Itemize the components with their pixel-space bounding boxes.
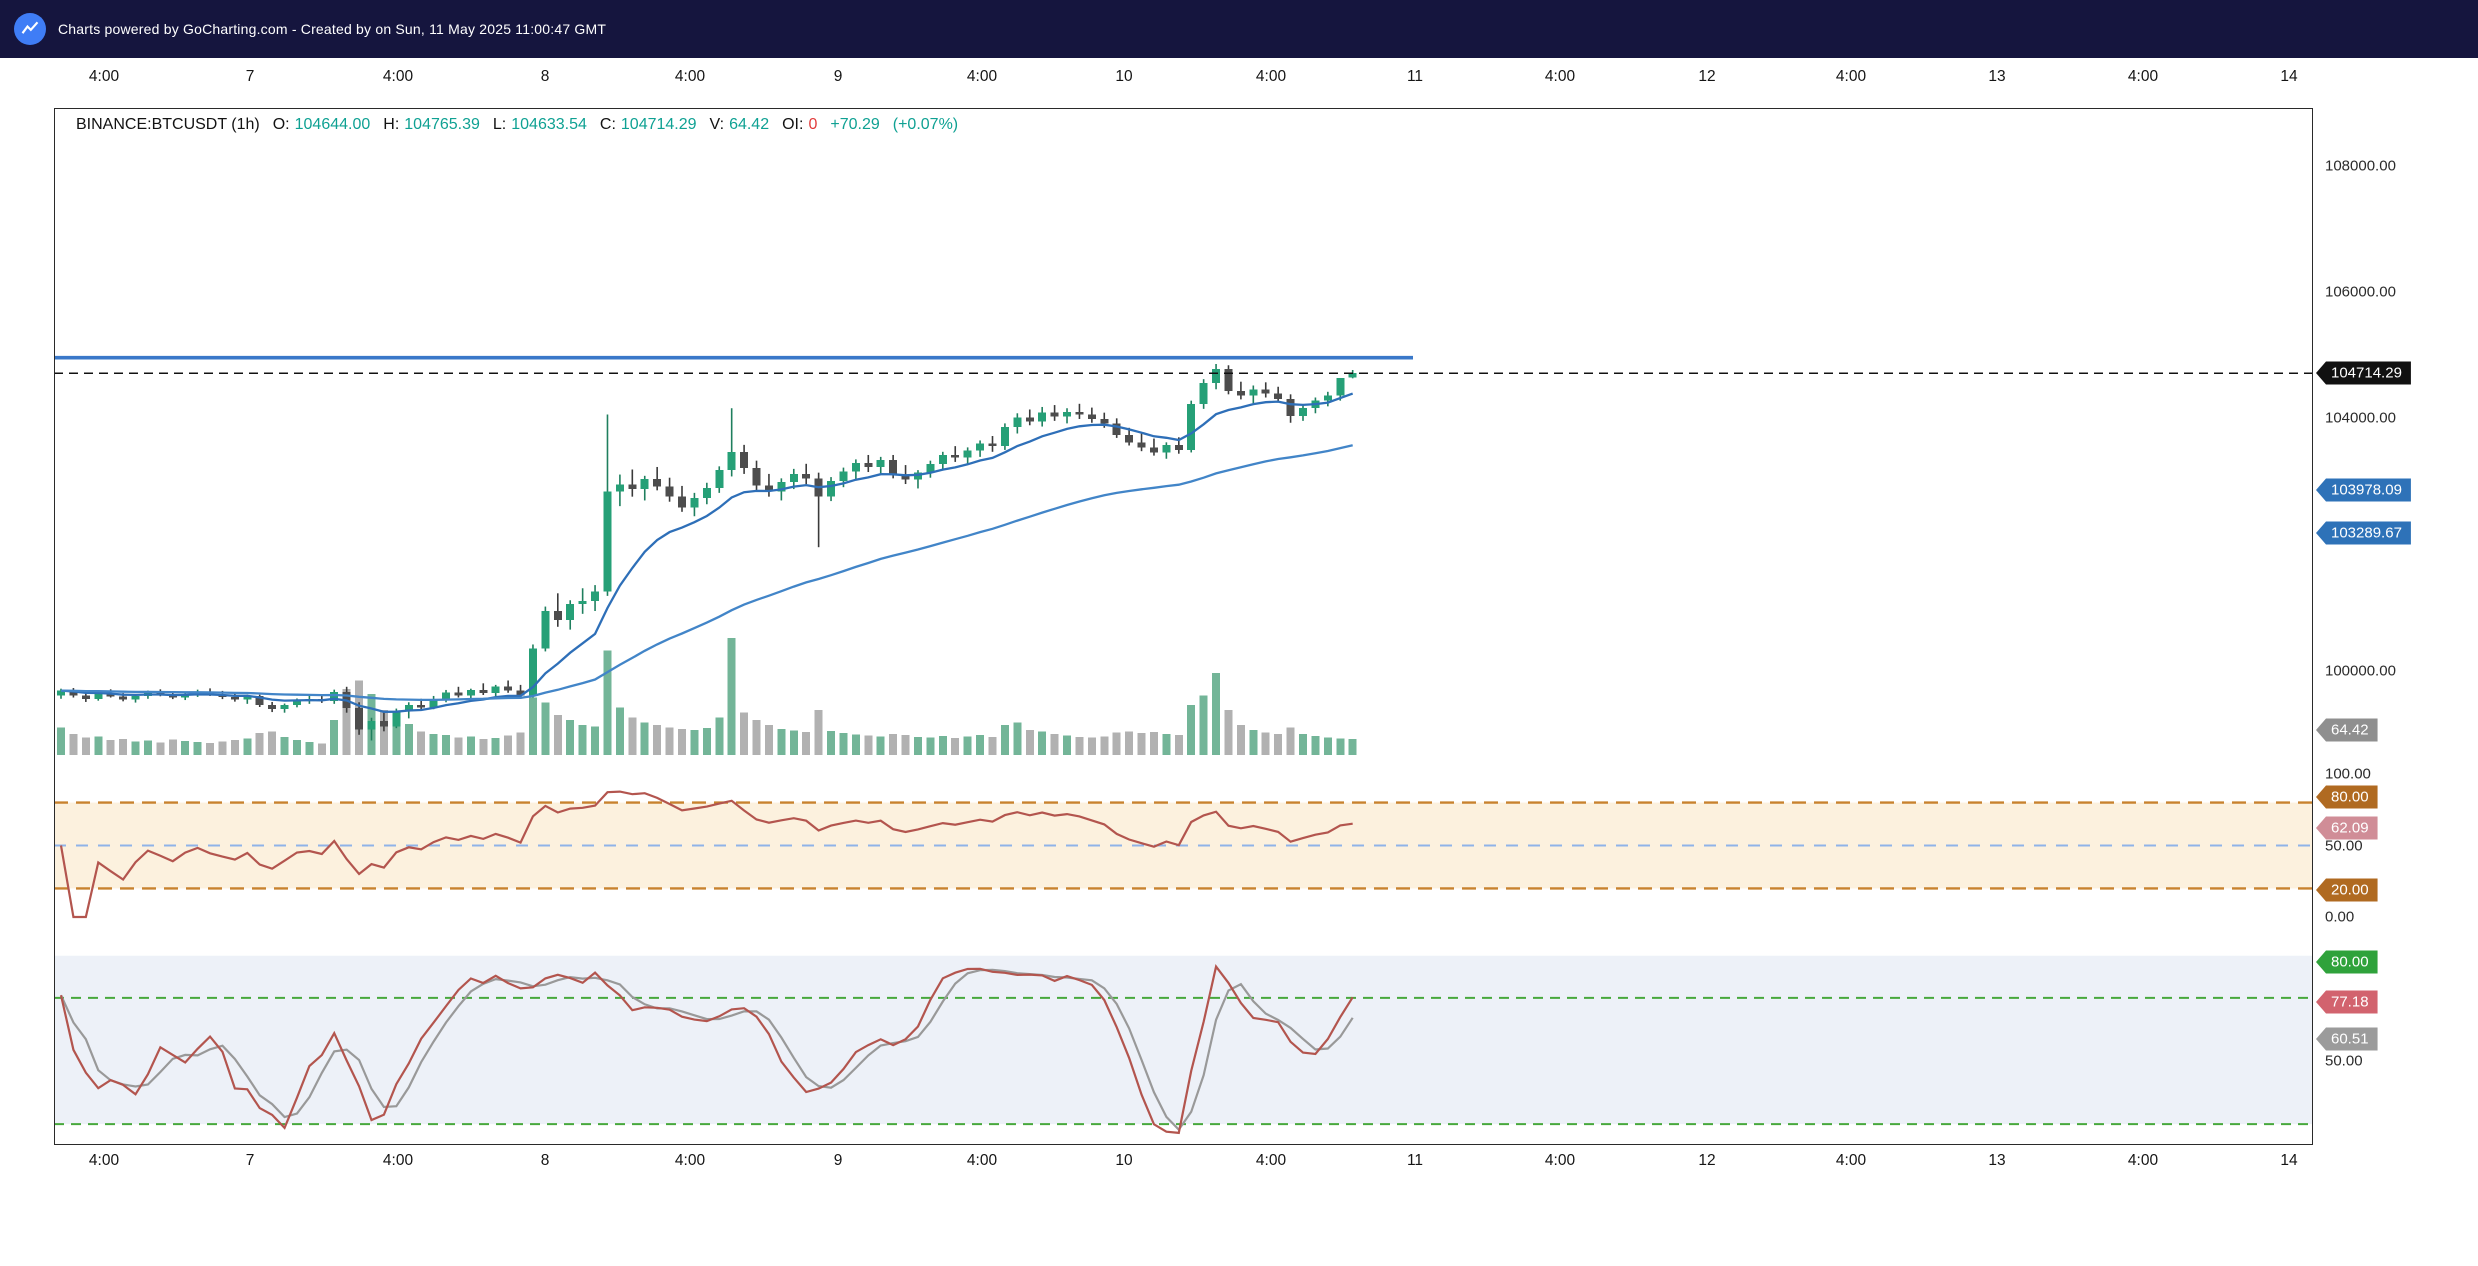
time-tick-label: 11: [1406, 68, 1424, 85]
time-tick-label: 4:00: [1255, 68, 1287, 85]
top-bar: Charts powered by GoCharting.com - Creat…: [0, 0, 2478, 58]
price-tag: 103289.67: [2316, 521, 2411, 545]
price-tag: 80.00: [2316, 950, 2378, 974]
time-tick-label: 4:00: [382, 1152, 414, 1169]
time-tick-label: 12: [1698, 1152, 1716, 1169]
watermark-text: Charts powered by GoCharting.com - Creat…: [58, 21, 607, 37]
symbol-label[interactable]: BINANCE:BTCUSDT (1h): [76, 116, 260, 133]
price-axis-label: 50.00: [2325, 1052, 2363, 1070]
time-tick-label: 13: [1988, 1152, 2006, 1169]
price-tag: 62.09: [2316, 816, 2378, 840]
time-tick-label: 8: [540, 1152, 550, 1169]
high-value: 104765.39: [404, 116, 480, 133]
price-axis[interactable]: 108000.00 106000.00 104714.29 104000.00 1039…: [2316, 0, 2478, 1266]
time-tick-label: 4:00: [382, 68, 414, 85]
change-pct-value: (+0.07%): [892, 116, 959, 133]
time-tick-label: 14: [2280, 1152, 2298, 1169]
time-tick-label: 13: [1988, 68, 2006, 85]
price-axis-label: 50.00: [2325, 837, 2363, 855]
time-axis-top[interactable]: 4:00 7 4:00 8 4:00 9 4:00 10 4:00 11 4:00 12 4:00 13 4…: [0, 68, 2313, 98]
time-axis-bottom[interactable]: 4:00 7 4:00 8 4:00 9 4:00 10 4:00 11 4:00 12 4:00 13 4…: [0, 1152, 2313, 1182]
time-tick-label: 4:00: [674, 68, 706, 85]
time-tick-label: 7: [245, 1152, 255, 1169]
time-tick-label: 9: [833, 68, 843, 85]
time-tick-label: 4:00: [2127, 68, 2159, 85]
price-tag: 60.51: [2316, 1027, 2378, 1051]
time-tick-label: 4:00: [88, 68, 120, 85]
low-label: L:: [492, 116, 507, 133]
oi-label: OI:: [782, 116, 804, 133]
price-axis-label: 108000.00: [2325, 157, 2396, 175]
time-tick-label: 4:00: [1835, 68, 1867, 85]
time-tick-label: 10: [1115, 68, 1133, 85]
price-tag: 80.00: [2316, 785, 2378, 809]
price-tag: 104714.29: [2316, 361, 2411, 385]
price-axis-label: 100000.00: [2325, 662, 2396, 680]
open-label: O:: [272, 116, 290, 133]
price-axis-label: 104000.00: [2325, 409, 2396, 427]
ohlc-legend: BINANCE:BTCUSDT (1h) O: 104644.00 H: 10476…: [76, 116, 958, 134]
time-tick-label: 14: [2280, 68, 2298, 85]
time-tick-label: 4:00: [88, 1152, 120, 1169]
volume-label: V:: [709, 116, 725, 133]
time-tick-label: 10: [1115, 1152, 1133, 1169]
time-tick-label: 8: [540, 68, 550, 85]
open-value: 104644.00: [294, 116, 371, 133]
time-tick-label: 11: [1406, 1152, 1424, 1169]
change-value: +70.29: [830, 116, 880, 133]
time-tick-label: 9: [833, 1152, 843, 1169]
close-label: C:: [599, 116, 616, 133]
volume-value: 64.42: [729, 116, 770, 133]
time-tick-label: 7: [245, 68, 255, 85]
price-tag: 103978.09: [2316, 478, 2411, 502]
time-tick-label: 4:00: [2127, 1152, 2159, 1169]
high-label: H:: [383, 116, 400, 133]
price-axis-label: 106000.00: [2325, 283, 2396, 301]
time-tick-label: 4:00: [966, 68, 998, 85]
time-tick-label: 4:00: [674, 1152, 706, 1169]
close-value: 104714.29: [620, 116, 697, 133]
oi-value: 0: [808, 116, 818, 133]
time-tick-label: 12: [1698, 68, 1716, 85]
time-tick-label: 4:00: [1835, 1152, 1867, 1169]
price-tag: 20.00: [2316, 878, 2378, 902]
low-value: 104633.54: [511, 116, 587, 133]
price-tag: 64.42: [2316, 718, 2378, 742]
time-tick-label: 4:00: [1255, 1152, 1287, 1169]
price-axis-label: 0.00: [2325, 908, 2355, 926]
price-tag: 77.18: [2316, 990, 2378, 1014]
gocharting-logo-icon: [14, 13, 46, 45]
time-tick-label: 4:00: [1544, 1152, 1576, 1169]
time-tick-label: 4:00: [966, 1152, 998, 1169]
time-tick-label: 4:00: [1544, 68, 1576, 85]
price-axis-label: 100.00: [2325, 765, 2371, 783]
